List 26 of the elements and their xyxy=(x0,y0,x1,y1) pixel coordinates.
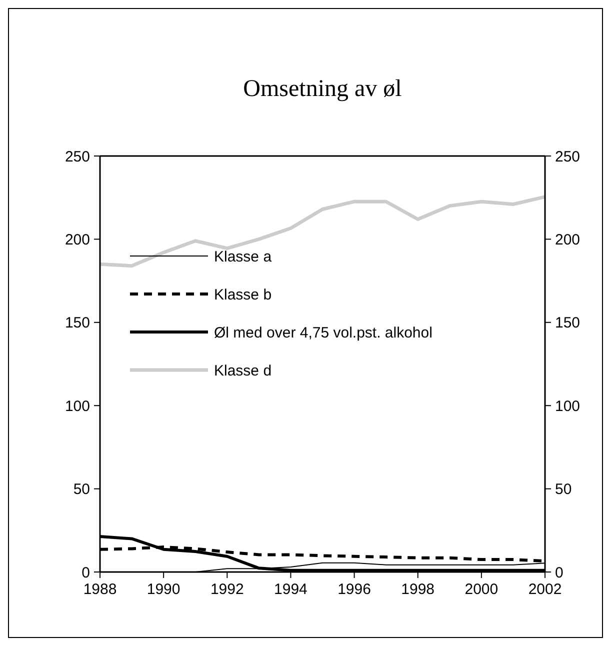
x-tick-label: 2000 xyxy=(464,581,498,598)
y-tick-label: 0 xyxy=(82,564,90,582)
x-tick-label: 1988 xyxy=(83,581,117,598)
y-tick-label: 250 xyxy=(64,148,90,166)
legend-label: Øl med over 4,75 vol.pst. alkohol xyxy=(214,324,432,342)
y-tick-label: 50 xyxy=(73,481,90,498)
x-tick-label: 1998 xyxy=(401,581,435,598)
y2-tick-label: 0 xyxy=(555,564,564,582)
legend-label: Klasse b xyxy=(214,286,272,304)
y2-tick-label: 50 xyxy=(555,481,572,498)
legend-label: Klasse a xyxy=(214,248,272,266)
x-tick-label: 1992 xyxy=(210,581,244,598)
line-series xyxy=(98,195,547,268)
y-tick-label: 100 xyxy=(64,398,90,415)
y2-tick-label: 100 xyxy=(555,398,580,415)
legend-label: Klasse d xyxy=(214,362,272,380)
x-tick-label: 1996 xyxy=(338,581,371,598)
y2-tick-label: 200 xyxy=(555,231,580,248)
y2-tick-label: 250 xyxy=(555,148,580,166)
y2-tick-label: 150 xyxy=(555,314,580,332)
x-tick-label: 1990 xyxy=(146,581,180,598)
x-tick-label: 1994 xyxy=(274,581,308,598)
x-tick-label: 2002 xyxy=(528,581,562,598)
y-tick-label: 200 xyxy=(64,231,90,248)
y-tick-label: 150 xyxy=(64,314,90,332)
chart-title: Omsetning av øl xyxy=(243,76,402,102)
